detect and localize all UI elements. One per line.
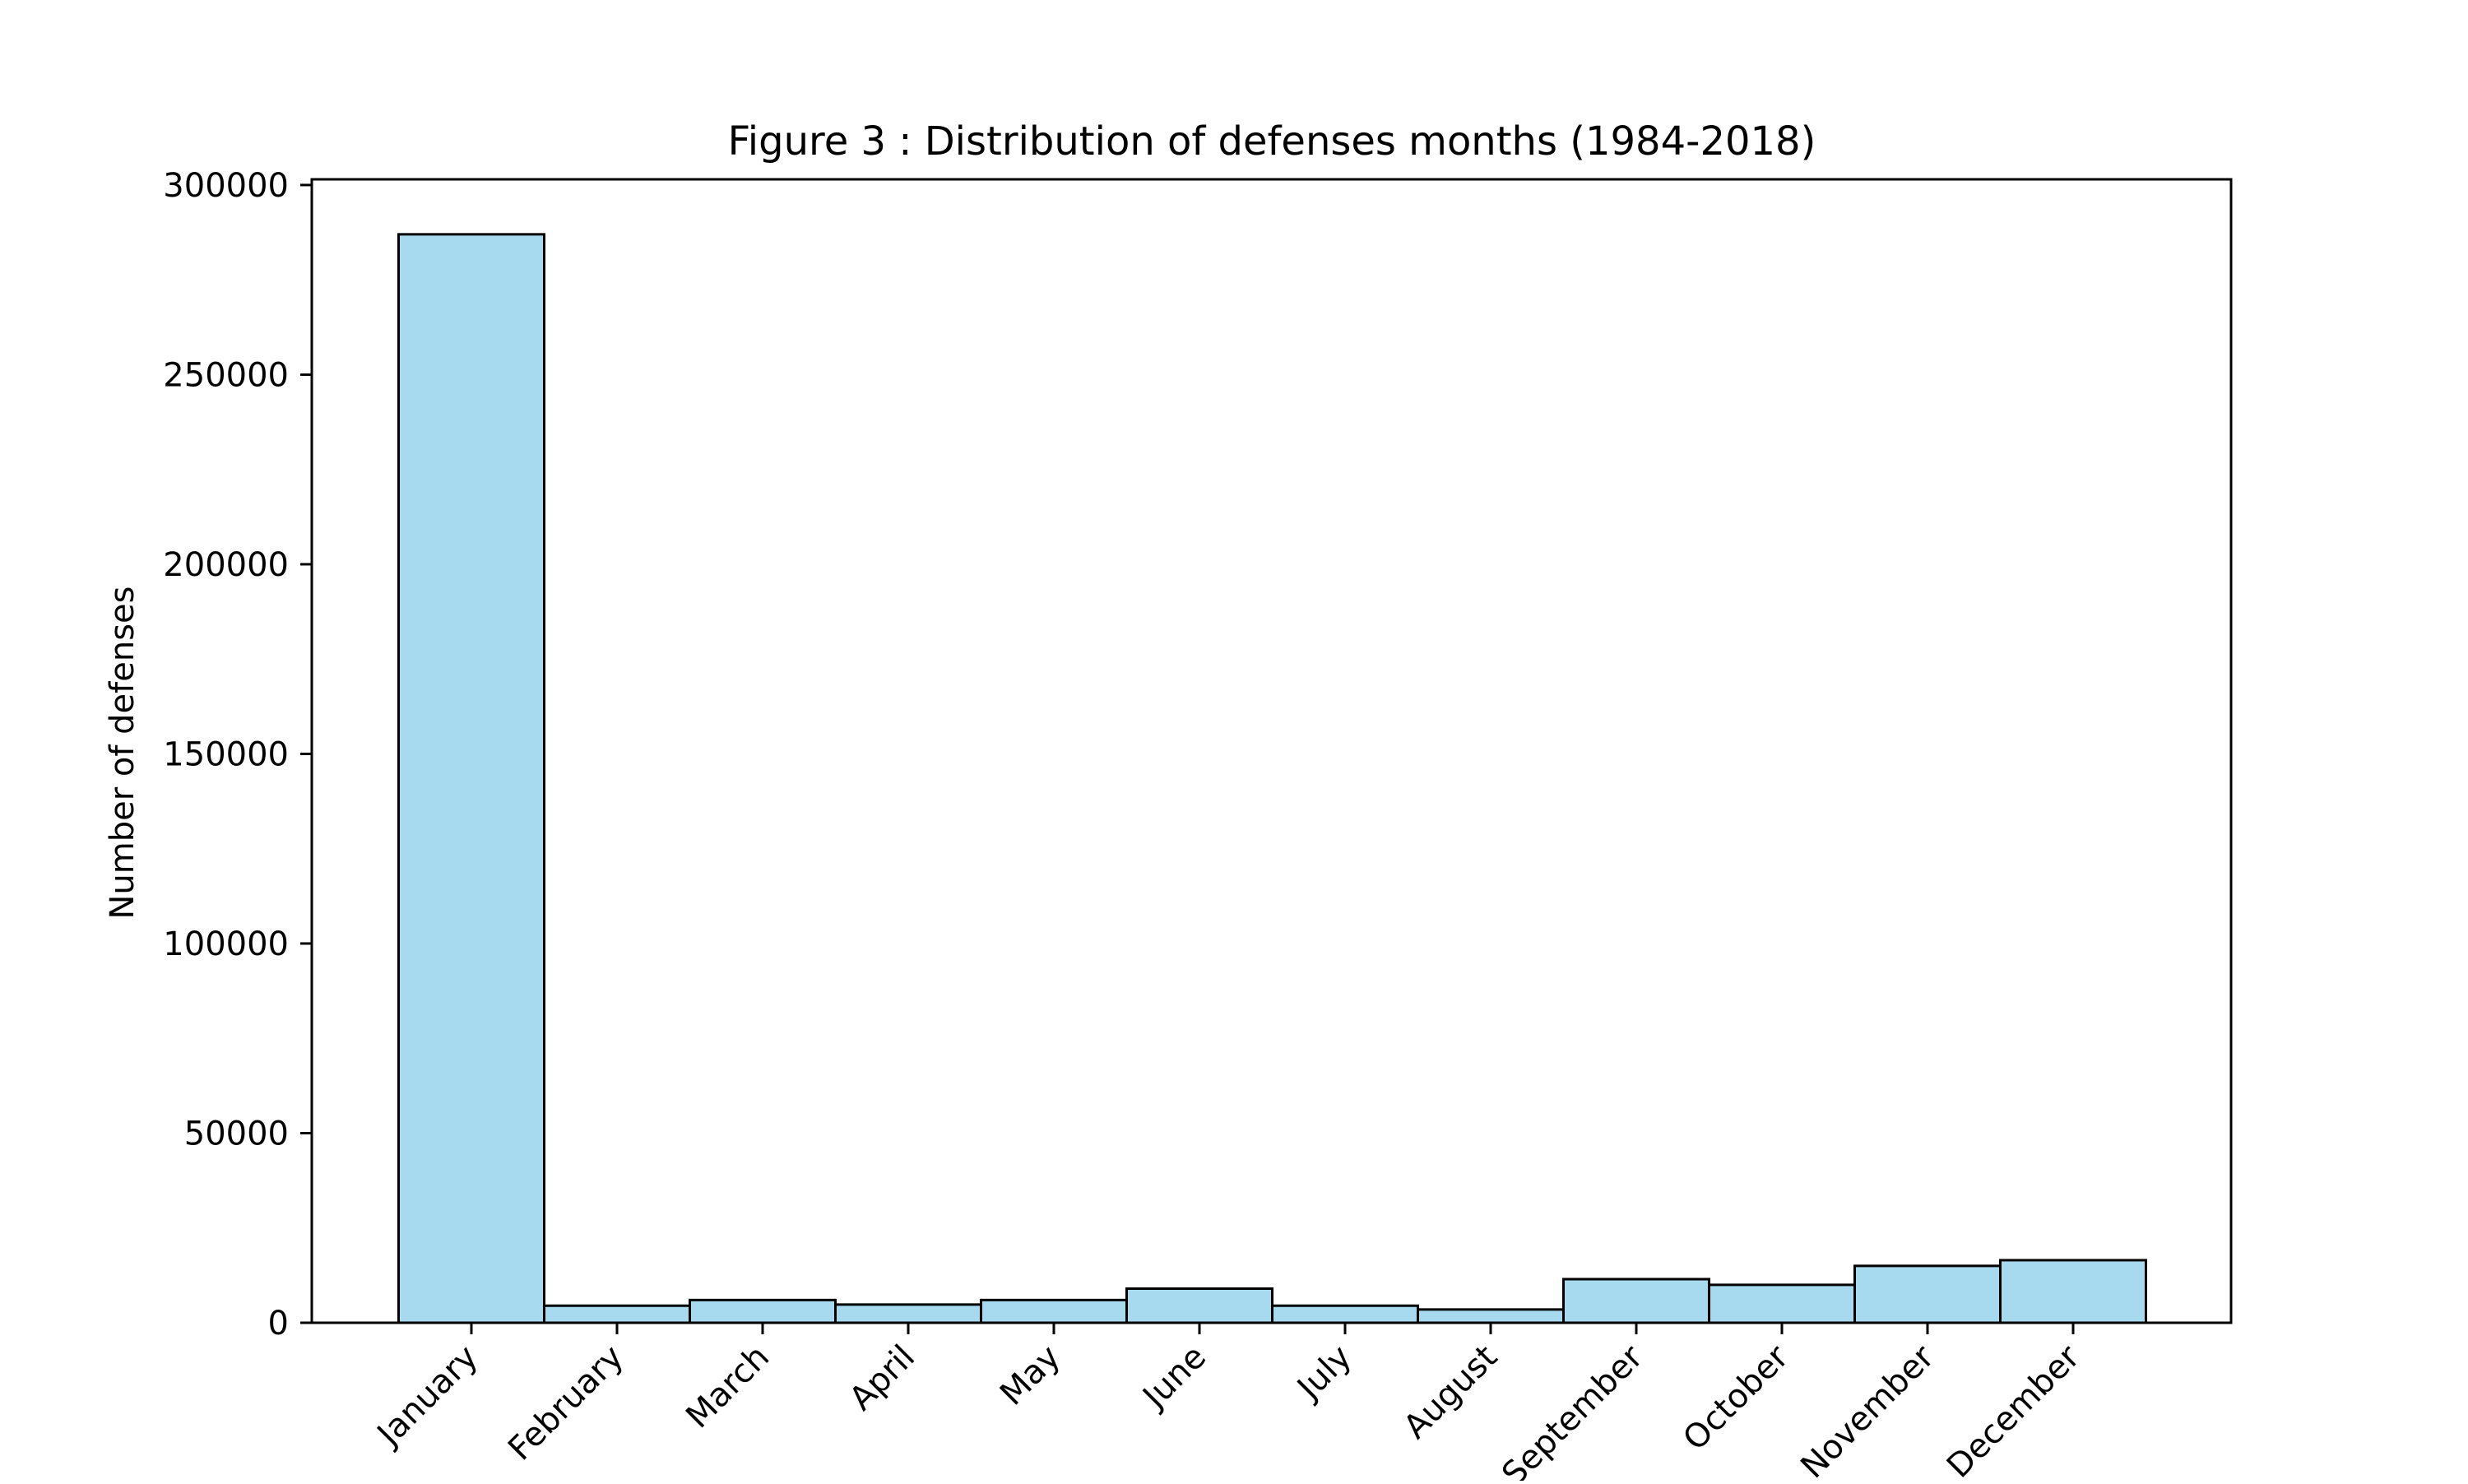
bar-may	[980, 1298, 1128, 1324]
x-axis-ticks: January February March April May June July Augu…	[369, 1323, 2088, 1484]
x-tick-label-february: February	[501, 1338, 631, 1468]
bar-march	[689, 1298, 837, 1324]
bar-june	[1125, 1287, 1273, 1324]
y-tick-label: 0	[268, 1305, 289, 1343]
bar-november	[1853, 1264, 2002, 1324]
x-tick-label-april: April	[842, 1338, 922, 1418]
x-tick-label-july: July	[1289, 1338, 1360, 1409]
bar-august	[1417, 1308, 1565, 1324]
y-axis-label: Number of defenses	[104, 587, 141, 920]
y-tick-label: 300000	[163, 167, 289, 205]
bar-january	[397, 233, 545, 1324]
y-tick-label: 100000	[163, 925, 289, 963]
plot-area-frame	[310, 178, 2233, 1324]
y-tick-label: 200000	[163, 546, 289, 584]
x-tick-label-september: September	[1495, 1338, 1650, 1481]
bar-september	[1562, 1278, 1710, 1324]
x-tick-label-january: January	[369, 1338, 485, 1455]
chart-title: Figure 3 : Distribution of defenses mont…	[728, 118, 1816, 165]
x-tick-label-june: June	[1134, 1338, 1213, 1417]
x-tick-label-december: December	[1940, 1338, 2088, 1481]
y-tick-label: 150000	[163, 735, 289, 773]
bar-december	[1999, 1259, 2147, 1324]
bar-april	[834, 1303, 982, 1324]
bars-layer	[397, 233, 2147, 1324]
bar-february	[543, 1304, 691, 1324]
y-tick-label: 50000	[184, 1115, 289, 1152]
y-tick-label: 250000	[163, 356, 289, 394]
x-tick-label-may: May	[993, 1338, 1068, 1413]
x-tick-label-october: October	[1676, 1338, 1796, 1458]
x-tick-label-august: August	[1397, 1338, 1505, 1447]
x-tick-label-november: November	[1793, 1338, 1941, 1481]
x-tick-label-march: March	[679, 1338, 777, 1436]
y-axis-ticks: 0 50000 100000 150000 200000 250000 300000	[163, 167, 312, 1343]
bar-july	[1271, 1304, 1419, 1324]
bar-october	[1708, 1283, 1856, 1324]
